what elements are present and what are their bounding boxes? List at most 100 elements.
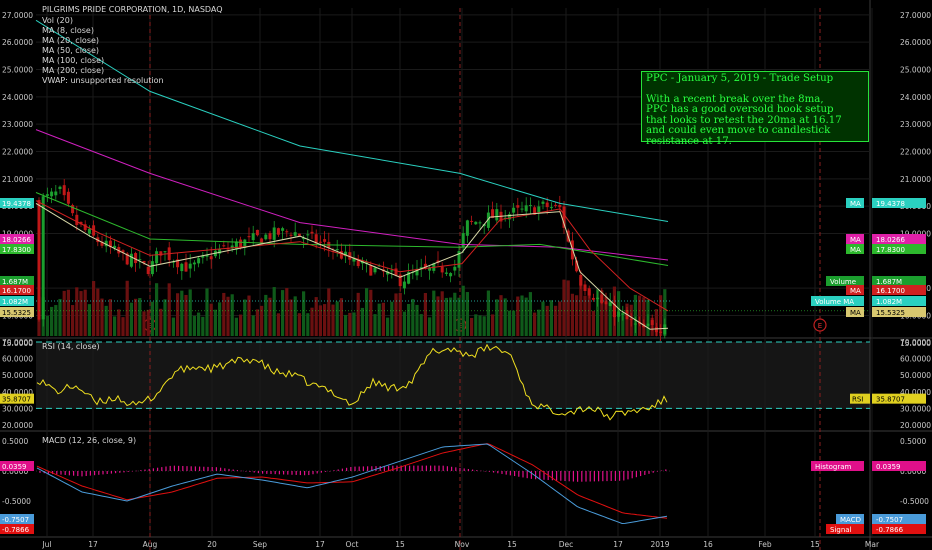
volume-bar [54,305,58,336]
candle [415,268,419,276]
macd-histogram-bar [631,471,633,479]
volume-bar [654,309,658,336]
volume-bar [440,291,444,336]
candle [541,201,545,204]
macd-histogram-bar [518,471,520,477]
volume-bar [222,292,226,336]
volume-bar [344,314,348,336]
left-value: 18.0266 [2,236,31,244]
candle [285,231,289,233]
volume-bar [499,295,503,336]
macd-left-value: 0.0359 [2,463,27,471]
badge-label: MA [850,200,861,208]
badge-value-bg [872,276,926,286]
macd-badge-bg [872,461,926,471]
macd-histogram-bar [81,471,83,477]
rsi-line [36,343,668,421]
note-line-4: and could even move to candlestick [646,125,831,136]
volume-bar [159,308,163,336]
candle [465,220,469,236]
macd-histogram-bar [581,471,583,482]
macd-histogram-bar [350,467,352,471]
candle [272,227,276,240]
volume-bar [302,291,306,336]
volume-bar [285,288,289,336]
badge-value: 15.5325 [876,309,905,317]
candle [247,236,251,238]
volume-bar [369,289,373,336]
candle [579,274,583,286]
candle [335,249,339,251]
macd-histogram-bar [514,471,516,477]
candle [352,257,356,262]
left-value: 17.8300 [2,246,31,254]
volume-bar [272,287,276,336]
rsi-tick-label: 70.0000 [900,338,931,347]
price-tick-label: 15.0000 [900,339,931,348]
macd-histogram-bar [358,466,360,471]
time-axis-label: Mar [865,540,880,549]
volume-bar [398,292,402,336]
volume-bar [96,288,100,336]
left-value-bg [0,198,34,208]
volume-bar [436,296,440,336]
macd-histogram-bar [661,470,663,472]
volume-bar [356,292,360,336]
macd-histogram-bar [64,471,66,475]
macd-line [36,443,668,525]
macd-histogram-bar [136,470,138,472]
candle [612,303,616,318]
macd-left-value: -0.7866 [2,526,30,534]
earnings-marker [813,318,827,332]
volume-bar [432,290,436,336]
volume-bar [545,305,549,336]
candle [659,331,663,333]
left-value-bg [0,244,34,254]
volume-bar [566,280,570,336]
macd-left-value-bg [0,514,34,524]
volume-bar [390,301,394,336]
candle [176,259,180,268]
macd-histogram-bar [102,471,104,475]
macd-histogram-bar [186,466,188,471]
macd-histogram-bar [98,471,100,475]
left-value-bg [0,296,34,306]
candle [474,221,478,225]
candle [264,234,268,240]
price-tick-label: 21.0000 [900,175,931,184]
macd-histogram-bar [148,468,150,471]
macd-tick-label-left: 0.0000 [2,467,28,476]
volume-bar [79,291,83,336]
candle [470,220,474,222]
macd-histogram-bar [262,471,264,474]
volume-bar [394,293,398,336]
macd-histogram-bar [165,466,167,471]
price-tick-label-left: 25.0000 [2,66,33,75]
price-tick-label-left: 26.0000 [2,38,33,47]
badge-label: MA [850,236,861,244]
macd-histogram-bar [131,471,133,472]
candle [239,239,243,248]
candle [617,311,621,317]
macd-left-value: -0.7507 [2,516,29,524]
badge-label: MA [850,246,861,254]
macd-histogram-bar [77,471,79,477]
volume-bar [461,285,465,336]
candle [524,205,528,212]
volume-bar [444,297,448,336]
candle [289,234,293,236]
volume-bar [83,289,87,336]
price-tick-label: 26.0000 [900,38,931,47]
macd-histogram-bar [459,467,461,471]
volume-bar [621,312,625,336]
left-value: 16.1700 [2,287,31,295]
price-tick-label: 22.0000 [900,148,931,157]
volume-bar [92,281,96,336]
candle [45,194,49,196]
macd-histogram-bar [266,471,268,474]
candle [394,268,398,276]
badge-value-bg [872,244,926,254]
volume-bar [243,299,247,336]
badge-value: 18.0266 [876,236,905,244]
badge-value: 19.4378 [876,200,905,208]
